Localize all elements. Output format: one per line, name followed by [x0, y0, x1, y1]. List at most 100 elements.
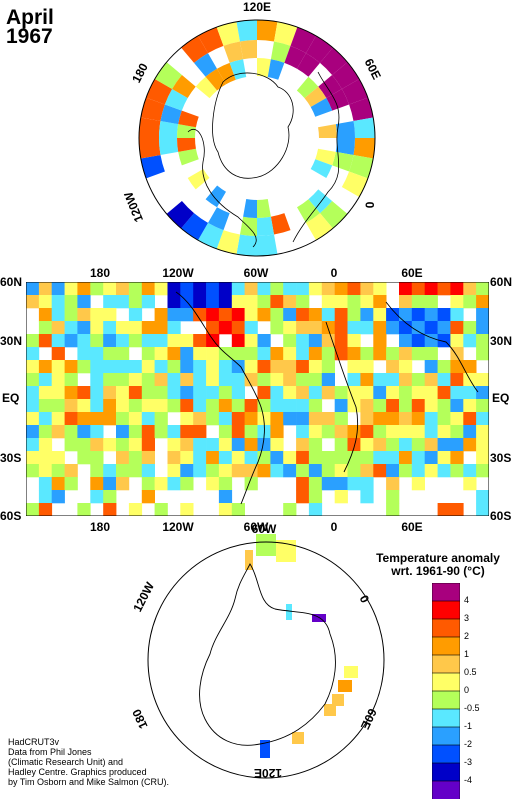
anomaly-cell [236, 20, 257, 42]
anomaly-cell [26, 386, 40, 400]
anomaly-cell [437, 438, 451, 452]
anomaly-cell [77, 334, 91, 348]
anomaly-cell [141, 386, 155, 400]
anomaly-cell [334, 412, 348, 426]
anomaly-cell [321, 386, 335, 400]
anomaly-cell [360, 399, 374, 413]
anomaly-cell [334, 438, 348, 452]
anomaly-cell [167, 477, 181, 491]
anomaly-cell [270, 464, 284, 478]
anomaly-cell [450, 503, 464, 516]
legend-colorbar [432, 583, 460, 799]
anomaly-cell [103, 282, 117, 296]
legend-tick-label: -1 [464, 721, 473, 731]
legend-tick-label: -2 [464, 739, 473, 749]
anomaly-cell [463, 360, 477, 374]
anomaly-cell [38, 282, 53, 296]
anomaly-cell [90, 464, 104, 478]
anomaly-cell [411, 425, 425, 439]
anomaly-cell [321, 373, 335, 387]
anomaly-cell [26, 399, 40, 413]
anomaly-cell [38, 295, 53, 309]
anomaly-cell [437, 425, 451, 439]
anomaly-cell [231, 386, 245, 400]
anomaly-cell [229, 59, 247, 80]
anomaly-cell [424, 295, 438, 309]
anomaly-cell [296, 477, 310, 491]
top-lon-0: 0 [330, 266, 338, 280]
anomaly-cell [77, 412, 91, 426]
anomaly-cell [51, 412, 65, 426]
anomaly-cell [208, 207, 230, 231]
anomaly-cell [463, 477, 477, 491]
anomaly-cell [218, 321, 233, 335]
anomaly-cell [347, 295, 361, 309]
anomaly-cell [180, 464, 194, 478]
anomaly-cell [283, 347, 297, 361]
anomaly-cell [257, 234, 278, 256]
anomaly-cell [90, 360, 104, 374]
anomaly-cell [231, 503, 245, 516]
anomaly-cell [244, 399, 258, 413]
anomaly-cell [180, 386, 194, 400]
anomaly-cell [218, 451, 233, 465]
anomaly-cell [296, 373, 310, 387]
legend-swatch [432, 654, 460, 674]
top-lon-120w: 120W [162, 266, 194, 280]
anomaly-cell [128, 386, 143, 400]
anomaly-cell [283, 451, 297, 465]
anomaly-cell [167, 347, 181, 361]
anomaly-cell [321, 308, 335, 322]
anomaly-cell [167, 308, 181, 322]
anomaly-cell [26, 438, 40, 452]
anomaly-cell [334, 451, 348, 465]
anomaly-cell [103, 360, 117, 374]
anomaly-cell [38, 412, 53, 426]
map-title: April 1967 [6, 7, 54, 47]
anomaly-cell [324, 704, 336, 716]
anomaly-cell [476, 334, 489, 348]
anomaly-cell [270, 321, 284, 335]
anomaly-cell [463, 425, 477, 439]
anomaly-cell [296, 76, 319, 99]
anomaly-cell [360, 282, 374, 296]
anomaly-cell [90, 490, 104, 504]
anomaly-cell [463, 334, 477, 348]
anomaly-cell [64, 308, 78, 322]
anomaly-cell [103, 334, 117, 348]
anomaly-cell [231, 373, 245, 387]
legend-swatch [432, 762, 460, 782]
legend-swatch [432, 744, 460, 764]
anomaly-cell [231, 438, 245, 452]
anomaly-cell [141, 334, 155, 348]
anomaly-cell [437, 386, 451, 400]
anomaly-cell [180, 477, 194, 491]
anomaly-cell [180, 399, 194, 413]
anomaly-cell [154, 308, 168, 322]
right-lat-60n: 60N [490, 275, 512, 289]
anomaly-cell [296, 451, 310, 465]
anomaly-cell [217, 62, 236, 85]
north-america-coastline [187, 129, 257, 248]
anomaly-cell [231, 308, 245, 322]
anomaly-cell [244, 464, 258, 478]
anomaly-cell [321, 321, 335, 335]
anomaly-cell [90, 321, 104, 335]
anomaly-cell [386, 425, 400, 439]
anomaly-cell [297, 53, 320, 77]
anomaly-cell [310, 159, 333, 178]
anomaly-cell [424, 360, 438, 374]
anomaly-cell [347, 425, 361, 439]
legend-tick-label: -4 [464, 775, 473, 785]
anomaly-cell [386, 360, 400, 374]
anomaly-cell [180, 425, 194, 439]
anomaly-cell [321, 477, 335, 491]
arctic-coastline [212, 72, 294, 179]
anomaly-cell [424, 412, 438, 426]
anomaly-cell [193, 334, 207, 348]
anomaly-cell [116, 438, 130, 452]
legend-title: Temperature anomaly wrt. 1961-90 (°C) [368, 552, 508, 578]
anomaly-cell [154, 373, 168, 387]
anomaly-cell [167, 360, 181, 374]
anomaly-cell [116, 477, 130, 491]
